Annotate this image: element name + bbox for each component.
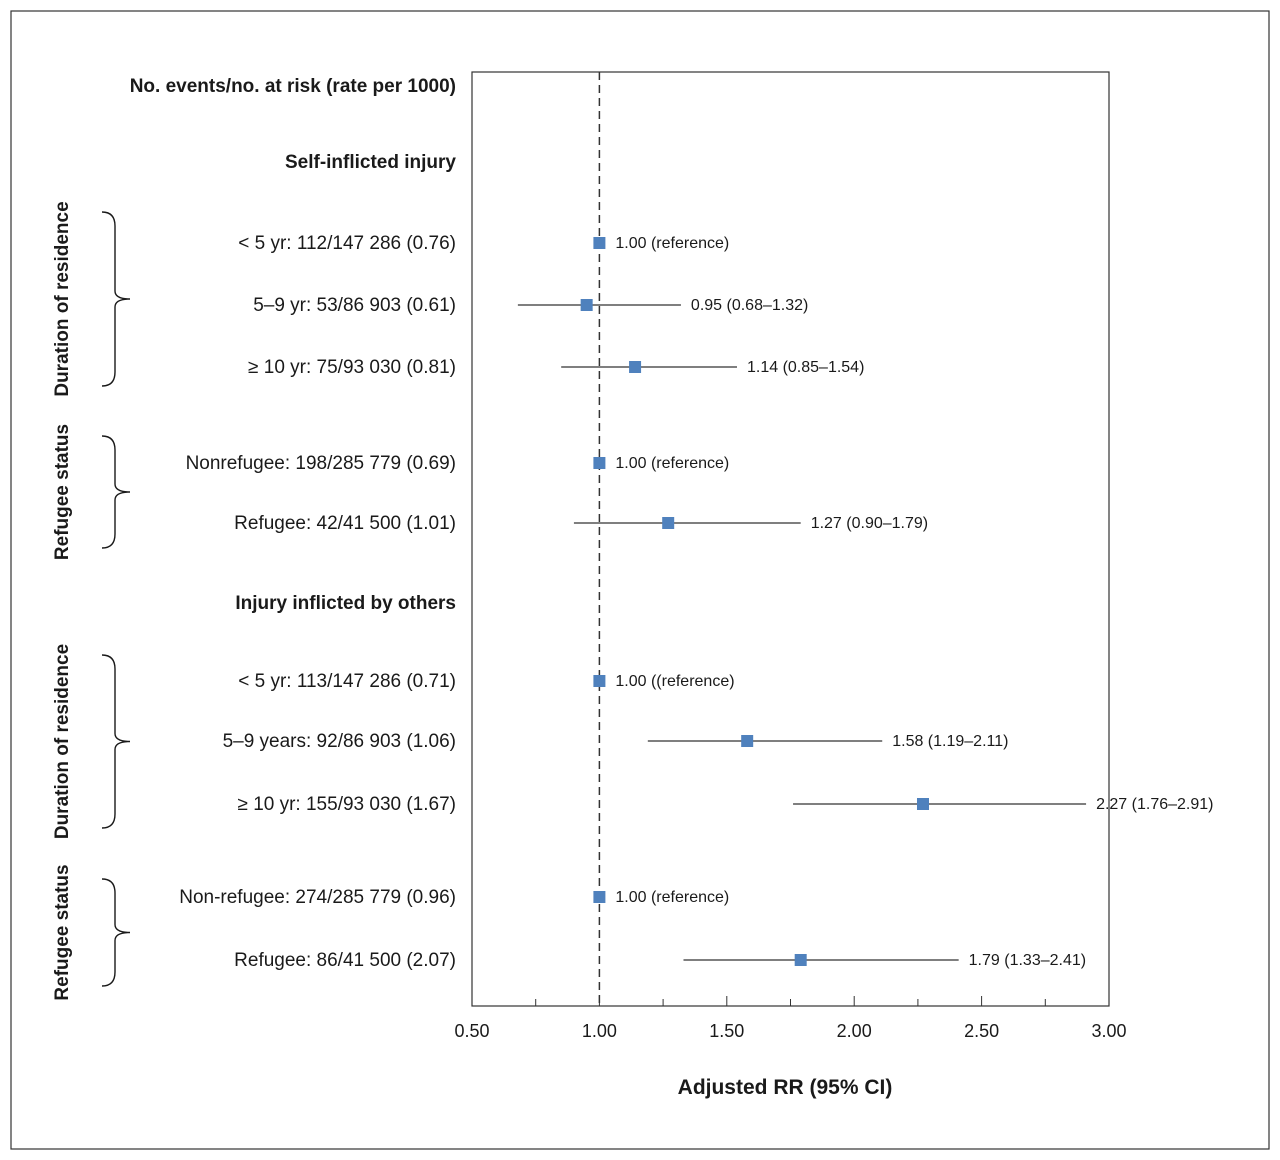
- group-label: Refugee status: [52, 864, 73, 1000]
- group-label: Refugee status: [52, 424, 73, 560]
- estimate-annotation: 1.00 (reference): [615, 455, 729, 472]
- estimate-annotation: 1.79 (1.33–2.41): [969, 952, 1086, 969]
- point-estimate: [580, 299, 593, 311]
- group-label: Duration of residence: [52, 644, 73, 839]
- outer-frame: [10, 10, 1270, 1150]
- groups-layer: Duration of residence Refugee status Durat…: [52, 201, 131, 1001]
- x-axis: 0.50 1.00 1.50 2.00 2.50 3.00: [454, 996, 1127, 1041]
- estimate-annotation: 1.00 (reference): [615, 235, 729, 252]
- point-estimate: [593, 675, 606, 687]
- group-brace: [101, 654, 131, 829]
- x-tick-label: 0.50: [454, 1021, 489, 1041]
- rows-layer: < 5 yr: 112/147 286 (0.76) 1.00 (referenc…: [179, 233, 1213, 971]
- row-label: ≥ 10 yr: 155/93 030 (1.67): [237, 794, 456, 815]
- point-estimate: [741, 735, 754, 747]
- row-label: < 5 yr: 112/147 286 (0.76): [238, 233, 456, 254]
- x-tick-label: 1.50: [709, 1021, 744, 1041]
- row-label: 5–9 yr: 53/86 903 (0.61): [253, 295, 456, 316]
- group-brace: [101, 211, 131, 387]
- group-brace: [101, 878, 131, 987]
- point-estimate: [916, 798, 929, 810]
- row-label: Refugee: 86/41 500 (2.07): [234, 950, 456, 971]
- point-estimate: [629, 361, 642, 373]
- section-title-self-inflicted: Self-inflicted injury: [285, 152, 456, 173]
- point-estimate: [593, 457, 606, 469]
- row-label: Nonrefugee: 198/285 779 (0.69): [186, 453, 456, 474]
- group-label: Duration of residence: [52, 201, 73, 396]
- estimate-annotation: 1.00 ((reference): [615, 673, 734, 690]
- estimate-annotation: 1.00 (reference): [615, 889, 729, 906]
- x-tick-label: 2.50: [964, 1021, 999, 1041]
- x-axis-title: Adjusted RR (95% CI): [678, 1076, 893, 1099]
- x-tick-label: 2.00: [837, 1021, 872, 1041]
- row-label: 5–9 years: 92/86 903 (1.06): [223, 731, 456, 752]
- estimate-annotation: 1.14 (0.85–1.54): [747, 359, 864, 376]
- row-label: < 5 yr: 113/147 286 (0.71): [238, 671, 456, 692]
- estimate-annotation: 2.27 (1.76–2.91): [1096, 796, 1213, 813]
- point-estimate: [794, 954, 807, 966]
- row-label: ≥ 10 yr: 75/93 030 (0.81): [248, 357, 456, 378]
- point-estimate: [593, 237, 606, 249]
- group-brace: [101, 435, 131, 549]
- section-title-inflicted-by-others: Injury inflicted by others: [235, 593, 456, 614]
- estimate-annotation: 1.27 (0.90–1.79): [811, 515, 928, 532]
- table-header: No. events/no. at risk (rate per 1000): [130, 76, 456, 97]
- point-estimate: [593, 891, 606, 903]
- estimate-annotation: 0.95 (0.68–1.32): [691, 297, 808, 314]
- x-tick-label: 1.00: [582, 1021, 617, 1041]
- x-tick-label: 3.00: [1091, 1021, 1126, 1041]
- row-label: Non-refugee: 274/285 779 (0.96): [179, 887, 456, 908]
- estimate-annotation: 1.58 (1.19–2.11): [892, 733, 1008, 750]
- row-label: Refugee: 42/41 500 (1.01): [234, 513, 456, 534]
- point-estimate: [662, 517, 675, 529]
